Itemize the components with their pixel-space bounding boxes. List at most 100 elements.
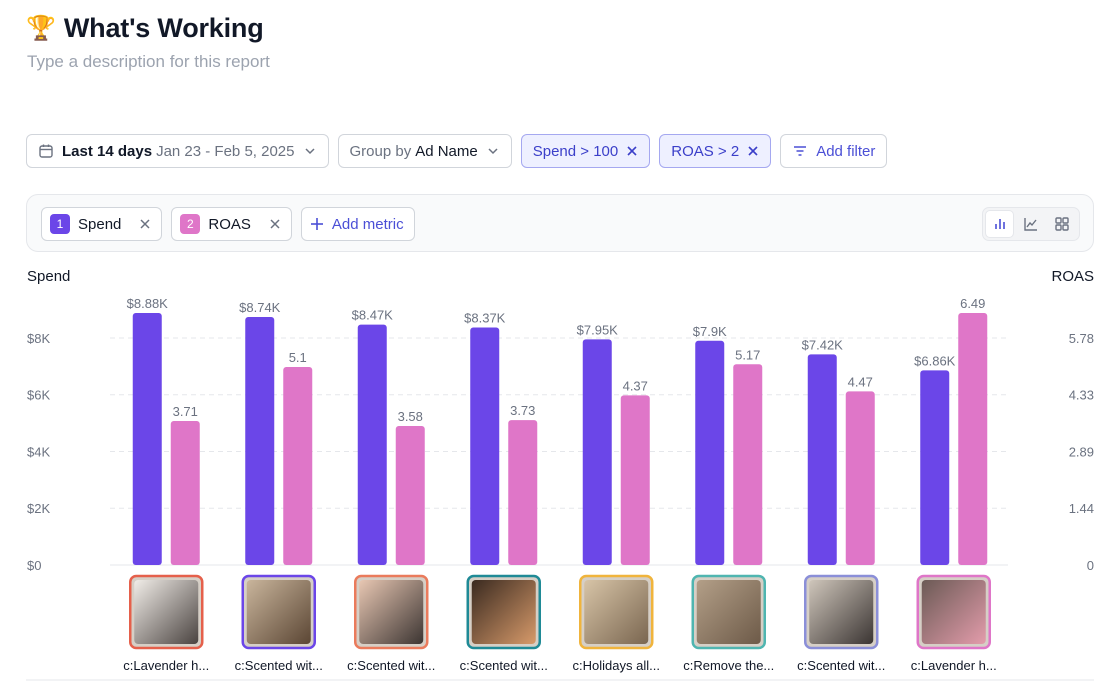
roas-value-label: 5.1: [289, 350, 307, 365]
roas-value-label: 4.37: [623, 378, 648, 393]
filter-chip-label: ROAS > 2: [671, 142, 740, 160]
add-metric-label: Add metric: [331, 215, 404, 233]
ad-thumbnail-image: [359, 580, 424, 644]
filter-chip-spend[interactable]: Spend > 100: [520, 134, 651, 168]
bar-chart-view-button[interactable]: [985, 210, 1015, 238]
roas-bar[interactable]: [283, 366, 313, 565]
spend-value-label: $7.42K: [802, 337, 844, 352]
chevron-down-icon: [488, 148, 498, 155]
category-label[interactable]: c:Lavender h...: [911, 658, 997, 673]
filter-chip-label: Spend > 100: [532, 142, 619, 160]
roas-value-label: 5.17: [735, 347, 760, 362]
group-by-prefix: Group by: [349, 142, 412, 160]
roas-value-label: 3.73: [510, 403, 535, 418]
metric-chip-roas[interactable]: 2 ROAS: [171, 207, 292, 241]
line-chart-view-button[interactable]: [1016, 210, 1045, 238]
right-axis-title: ROAS: [1051, 268, 1094, 285]
description-field[interactable]: Type a description for this report: [27, 52, 270, 71]
grid-icon: [1055, 217, 1070, 231]
spend-value-label: $7.9K: [693, 324, 727, 339]
spend-value-label: $8.47K: [352, 308, 394, 323]
date-range-picker[interactable]: Last 14 days Jan 23 - Feb 5, 2025: [26, 134, 329, 168]
category-label[interactable]: c:Scented wit...: [460, 658, 548, 673]
roas-value-label: 3.71: [173, 404, 198, 419]
right-tick-label: 4.33: [1069, 388, 1094, 403]
spend-bar[interactable]: [920, 370, 950, 565]
category-label[interactable]: c:Remove the...: [683, 658, 774, 673]
spend-value-label: $8.74K: [239, 300, 281, 315]
left-tick-label: $4K: [27, 444, 50, 459]
chart-view-toggle: [982, 207, 1080, 241]
title-row: 🏆 What's Working: [26, 12, 264, 44]
spend-bar[interactable]: [695, 340, 725, 565]
right-tick-label: 5.78: [1069, 331, 1094, 346]
spend-value-label: $8.37K: [464, 310, 506, 325]
roas-bar[interactable]: [395, 425, 425, 565]
filter-bar: Last 14 days Jan 23 - Feb 5, 2025 Group …: [26, 134, 888, 168]
metric-label: ROAS: [208, 215, 251, 233]
add-filter-label: Add filter: [816, 142, 876, 160]
ad-thumbnail-image: [696, 580, 761, 644]
metric-index-badge: 1: [50, 214, 70, 234]
close-icon[interactable]: [139, 218, 151, 230]
metric-panel: 1 Spend 2 ROAS Add metric: [26, 194, 1094, 252]
spend-bar[interactable]: [582, 339, 612, 565]
roas-bar[interactable]: [733, 364, 763, 565]
roas-value-label: 6.49: [960, 296, 985, 311]
date-preset-label: Last 14 days: [62, 142, 153, 160]
calendar-icon: [39, 144, 53, 158]
right-tick-label: 1.44: [1069, 501, 1094, 516]
group-by-select[interactable]: Group by Ad Name: [337, 134, 512, 168]
metric-label: Spend: [78, 215, 122, 233]
roas-bar[interactable]: [845, 391, 875, 565]
ad-thumbnail-image: [584, 580, 649, 644]
category-label[interactable]: c:Holidays all...: [573, 658, 660, 673]
spend-value-label: $6.86K: [914, 353, 956, 368]
category-label[interactable]: c:Scented wit...: [347, 658, 435, 673]
spend-bar[interactable]: [470, 327, 500, 565]
spend-value-label: $8.88K: [127, 296, 169, 311]
group-by-value: Ad Name: [415, 142, 478, 160]
category-label[interactable]: c:Scented wit...: [797, 658, 885, 673]
roas-bar[interactable]: [508, 420, 538, 565]
ad-thumbnail-image: [921, 580, 986, 644]
spend-bar[interactable]: [245, 316, 275, 565]
bar-chart: $0 0 $2K 1.44 $4K 2.89 $6K 4.33 $8K 5.78 $8.88K 3.7…: [26, 296, 1094, 681]
roas-bar[interactable]: [620, 395, 650, 565]
grid-view-button[interactable]: [1048, 210, 1077, 238]
close-icon[interactable]: [626, 145, 638, 157]
close-icon[interactable]: [747, 145, 759, 157]
roas-value-label: 4.47: [848, 374, 873, 389]
plus-icon: [310, 218, 323, 230]
bar-chart-icon: [994, 219, 1005, 229]
add-filter-button[interactable]: Add filter: [780, 134, 888, 168]
spend-bar[interactable]: [357, 324, 387, 565]
page-title[interactable]: What's Working: [63, 12, 264, 43]
right-tick-label: 0: [1087, 558, 1094, 573]
category-label[interactable]: c:Lavender h...: [123, 658, 209, 673]
close-icon[interactable]: [269, 218, 281, 230]
right-tick-label: 2.89: [1069, 444, 1094, 459]
left-tick-label: $6K: [27, 388, 50, 403]
metric-index-badge: 2: [180, 214, 201, 234]
ad-thumbnail-image: [471, 580, 536, 644]
left-tick-label: $8K: [27, 331, 50, 346]
chevron-down-icon: [304, 148, 315, 155]
filter-icon: [794, 146, 807, 156]
ad-thumbnail-image: [134, 580, 199, 644]
roas-bar[interactable]: [170, 420, 200, 565]
roas-bar[interactable]: [958, 313, 988, 565]
spend-value-label: $7.95K: [577, 322, 619, 337]
left-axis-title: Spend: [27, 268, 71, 285]
left-tick-label: $0: [27, 558, 41, 573]
spend-bar[interactable]: [132, 313, 162, 565]
filter-chip-roas[interactable]: ROAS > 2: [659, 134, 772, 168]
roas-value-label: 3.58: [398, 409, 423, 424]
date-range-text: Jan 23 - Feb 5, 2025: [156, 142, 295, 160]
line-chart-icon: [1024, 218, 1038, 231]
metric-chip-spend[interactable]: 1 Spend: [41, 207, 163, 241]
ad-thumbnail-image: [246, 580, 311, 644]
category-label[interactable]: c:Scented wit...: [235, 658, 323, 673]
spend-bar[interactable]: [807, 354, 837, 565]
add-metric-button[interactable]: Add metric: [300, 207, 415, 241]
